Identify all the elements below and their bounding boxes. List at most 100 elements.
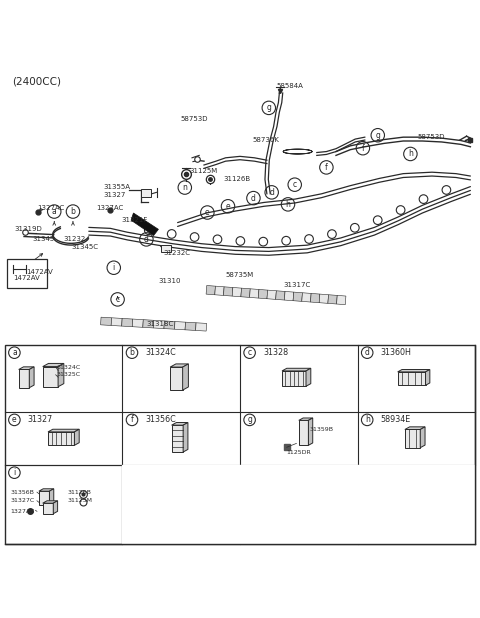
Polygon shape bbox=[328, 295, 337, 304]
Text: 31327: 31327 bbox=[28, 415, 53, 425]
Text: 31355A: 31355A bbox=[103, 184, 130, 190]
Polygon shape bbox=[276, 291, 285, 300]
Text: 31345C: 31345C bbox=[71, 244, 98, 250]
Polygon shape bbox=[336, 295, 346, 305]
FancyBboxPatch shape bbox=[161, 245, 171, 252]
FancyBboxPatch shape bbox=[5, 345, 475, 544]
Polygon shape bbox=[397, 370, 430, 372]
Text: 31325C: 31325C bbox=[56, 372, 80, 377]
Polygon shape bbox=[224, 287, 233, 296]
Polygon shape bbox=[39, 491, 49, 505]
Polygon shape bbox=[250, 289, 259, 298]
FancyBboxPatch shape bbox=[141, 188, 151, 197]
Text: d: d bbox=[251, 193, 256, 203]
Text: 31328: 31328 bbox=[263, 348, 288, 357]
Text: 58735M: 58735M bbox=[226, 272, 254, 278]
Text: 1472AV: 1472AV bbox=[26, 269, 53, 274]
Polygon shape bbox=[215, 286, 224, 295]
Polygon shape bbox=[53, 501, 58, 514]
Text: 31126B: 31126B bbox=[67, 489, 91, 494]
Text: 31327: 31327 bbox=[103, 192, 126, 198]
Polygon shape bbox=[101, 317, 111, 326]
Text: b: b bbox=[130, 348, 134, 357]
Polygon shape bbox=[293, 292, 302, 302]
Polygon shape bbox=[185, 322, 196, 331]
Polygon shape bbox=[241, 288, 250, 297]
Text: c: c bbox=[248, 348, 252, 357]
Text: 31126B: 31126B bbox=[223, 176, 251, 182]
Polygon shape bbox=[122, 318, 132, 327]
Text: n: n bbox=[182, 183, 187, 192]
Polygon shape bbox=[420, 427, 425, 447]
Text: g: g bbox=[247, 415, 252, 425]
Polygon shape bbox=[49, 489, 54, 505]
Text: 1327AC: 1327AC bbox=[37, 205, 64, 211]
Text: g: g bbox=[375, 131, 380, 140]
Text: d: d bbox=[365, 348, 370, 357]
Polygon shape bbox=[196, 323, 206, 331]
Polygon shape bbox=[309, 418, 313, 446]
Text: a: a bbox=[12, 348, 17, 357]
Text: h: h bbox=[365, 415, 370, 425]
Text: 31125M: 31125M bbox=[67, 498, 92, 503]
Polygon shape bbox=[143, 320, 154, 328]
Polygon shape bbox=[172, 425, 183, 452]
Polygon shape bbox=[299, 420, 309, 446]
Polygon shape bbox=[164, 321, 175, 329]
Polygon shape bbox=[172, 423, 188, 425]
Polygon shape bbox=[397, 372, 425, 385]
Text: 31359B: 31359B bbox=[310, 428, 333, 433]
Text: e: e bbox=[12, 415, 17, 425]
Text: 31324C: 31324C bbox=[145, 348, 176, 357]
Text: 1472AV: 1472AV bbox=[13, 275, 40, 281]
Text: a: a bbox=[52, 207, 57, 216]
Polygon shape bbox=[43, 501, 58, 503]
Polygon shape bbox=[43, 503, 53, 514]
Text: h: h bbox=[286, 200, 290, 209]
Text: 31310: 31310 bbox=[158, 278, 181, 284]
Polygon shape bbox=[131, 213, 158, 235]
Text: (2400CC): (2400CC) bbox=[12, 76, 61, 86]
Text: 31232: 31232 bbox=[64, 236, 86, 242]
Polygon shape bbox=[282, 371, 306, 386]
Text: e: e bbox=[226, 202, 230, 211]
Text: 31317C: 31317C bbox=[283, 282, 311, 289]
FancyBboxPatch shape bbox=[7, 258, 47, 289]
Polygon shape bbox=[206, 286, 216, 295]
Polygon shape bbox=[43, 363, 64, 366]
Text: b: b bbox=[71, 207, 75, 216]
Polygon shape bbox=[39, 489, 54, 491]
Polygon shape bbox=[170, 364, 188, 367]
Text: 31356B: 31356B bbox=[11, 489, 35, 494]
Text: h: h bbox=[408, 150, 413, 158]
Polygon shape bbox=[319, 294, 328, 303]
Text: g: g bbox=[266, 103, 271, 112]
Text: c: c bbox=[116, 295, 120, 304]
Polygon shape bbox=[111, 318, 122, 326]
Text: 31324C: 31324C bbox=[56, 365, 81, 370]
Polygon shape bbox=[306, 368, 311, 386]
Polygon shape bbox=[302, 293, 311, 302]
Polygon shape bbox=[284, 292, 294, 301]
Text: 58736K: 58736K bbox=[252, 137, 279, 143]
Polygon shape bbox=[311, 294, 320, 303]
Text: e: e bbox=[205, 208, 210, 217]
Polygon shape bbox=[182, 364, 188, 390]
Polygon shape bbox=[29, 367, 34, 387]
Polygon shape bbox=[232, 287, 241, 297]
Polygon shape bbox=[48, 430, 79, 432]
Text: 31321F: 31321F bbox=[121, 217, 147, 222]
Text: f: f bbox=[131, 415, 133, 425]
Text: 31318C: 31318C bbox=[146, 321, 174, 328]
Polygon shape bbox=[299, 418, 313, 420]
Polygon shape bbox=[405, 427, 425, 430]
Polygon shape bbox=[405, 430, 420, 447]
Polygon shape bbox=[74, 430, 79, 446]
Polygon shape bbox=[183, 423, 188, 452]
Polygon shape bbox=[19, 370, 29, 387]
Polygon shape bbox=[425, 370, 430, 385]
Polygon shape bbox=[258, 289, 268, 298]
Polygon shape bbox=[267, 290, 276, 299]
Text: i: i bbox=[113, 263, 115, 272]
Text: 31327C: 31327C bbox=[11, 498, 35, 503]
